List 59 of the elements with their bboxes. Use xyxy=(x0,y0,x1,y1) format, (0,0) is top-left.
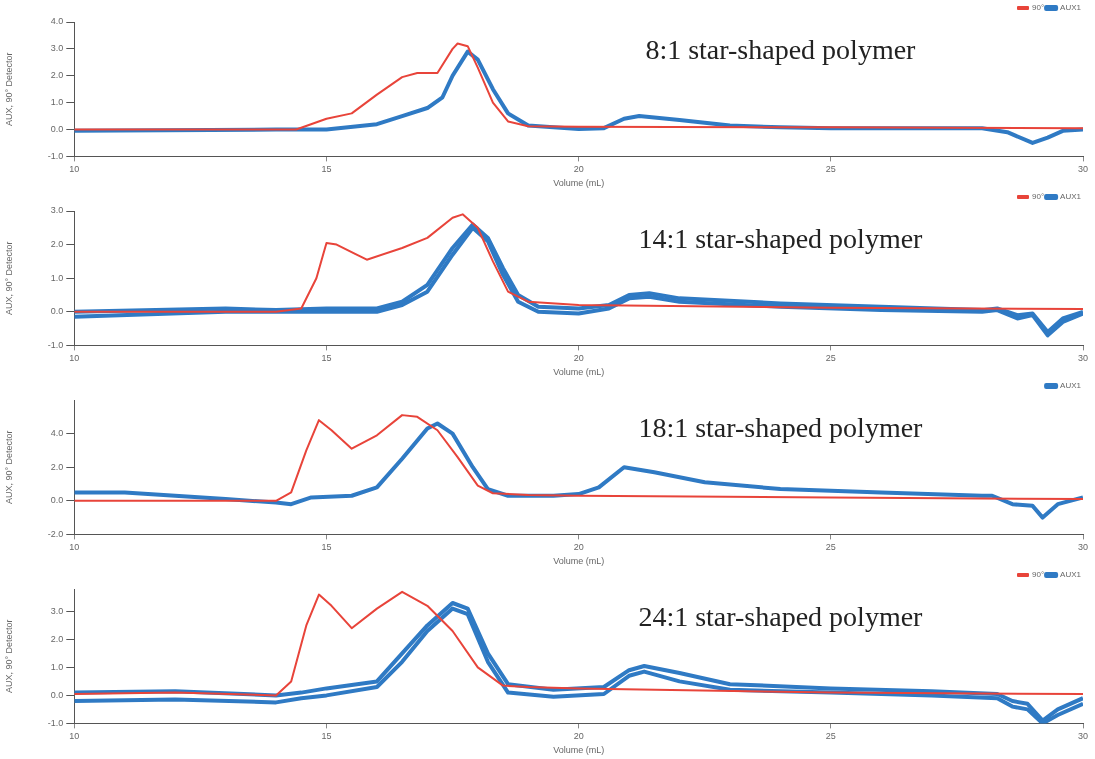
legend-label: AUX1 xyxy=(1060,570,1082,580)
y-tick-label: 3.0 xyxy=(50,205,64,216)
x-tick-label: 10 xyxy=(69,731,80,742)
x-tick-label: 15 xyxy=(321,731,332,742)
x-tick-label: 10 xyxy=(69,353,80,364)
legend-label: AUX1 xyxy=(1060,192,1082,202)
y-tick-label: 0.0 xyxy=(50,495,64,506)
y-axis-title: AUX, 90° Detector xyxy=(3,619,14,694)
chart-title: 18:1 star-shaped polymer xyxy=(638,412,924,444)
y-tick-label: 1.0 xyxy=(50,272,64,283)
y-axis-title: AUX, 90° Detector xyxy=(3,430,14,505)
y-tick-label: 0.0 xyxy=(50,124,64,134)
y-tick-label: 2.0 xyxy=(50,461,64,472)
legend-label: AUX1 xyxy=(1060,3,1082,13)
y-tick-label: 3.0 xyxy=(50,605,64,616)
y-tick-label: 2.0 xyxy=(50,239,64,250)
y-tick-label: -1.0 xyxy=(47,150,64,161)
y-tick-label: 0.0 xyxy=(50,306,64,317)
y-tick-label: 0.0 xyxy=(50,689,64,700)
x-tick-label: 30 xyxy=(1077,542,1089,553)
y-tick-label: 4.0 xyxy=(50,428,64,439)
x-tick-label: 30 xyxy=(1077,353,1089,364)
x-tick-label: 10 xyxy=(69,164,80,175)
x-tick-label: 15 xyxy=(321,353,332,364)
x-axis-title: Volume (mL) xyxy=(553,178,605,189)
x-tick-label: 20 xyxy=(573,164,584,175)
chart-title: 24:1 star-shaped polymer xyxy=(638,601,924,633)
x-tick-label: 25 xyxy=(825,353,836,364)
x-tick-label: 15 xyxy=(321,542,332,553)
y-tick-label: 3.0 xyxy=(50,43,64,54)
y-tick-label: 1.0 xyxy=(50,661,64,672)
legend-label: 90° xyxy=(1032,570,1045,580)
x-tick-label: 15 xyxy=(321,164,332,175)
legend-label: 90° xyxy=(1032,192,1045,202)
y-tick-label: 1.0 xyxy=(50,97,64,108)
x-tick-label: 20 xyxy=(573,353,584,364)
x-axis-title: Volume (mL) xyxy=(553,745,605,756)
x-tick-label: 25 xyxy=(825,164,836,175)
chart-title: 8:1 star-shaped polymer xyxy=(645,34,917,66)
x-axis-title: Volume (mL) xyxy=(553,556,605,567)
y-tick-label: -1.0 xyxy=(47,339,64,350)
y-tick-label: 2.0 xyxy=(50,633,64,644)
y-tick-label: -1.0 xyxy=(47,717,64,728)
legend-label: 90° xyxy=(1032,3,1045,13)
x-tick-label: 30 xyxy=(1077,164,1089,175)
x-tick-label: 20 xyxy=(573,542,584,553)
x-axis-title: Volume (mL) xyxy=(553,367,605,378)
x-tick-label: 25 xyxy=(825,542,836,553)
legend-label: AUX1 xyxy=(1060,381,1082,391)
y-axis-title: AUX, 90° Detector xyxy=(3,241,14,316)
x-tick-label: 30 xyxy=(1077,731,1089,742)
y-tick-label: -2.0 xyxy=(47,528,64,539)
x-tick-label: 10 xyxy=(69,542,80,553)
y-tick-label: 4.0 xyxy=(50,16,64,27)
y-axis-title: AUX, 90° Detector xyxy=(3,52,14,127)
chart-title: 14:1 star-shaped polymer xyxy=(638,223,924,255)
x-tick-label: 20 xyxy=(573,731,584,742)
y-tick-label: 2.0 xyxy=(50,70,64,81)
x-tick-label: 25 xyxy=(825,731,836,742)
